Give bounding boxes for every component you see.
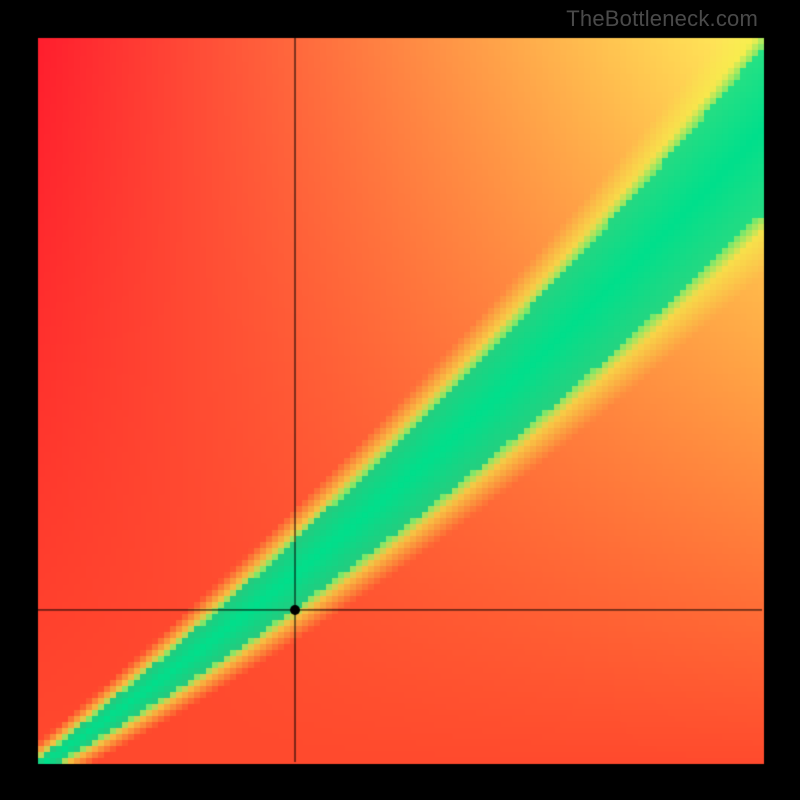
bottleneck-heatmap-canvas	[0, 0, 800, 800]
chart-container: TheBottleneck.com	[0, 0, 800, 800]
watermark-label: TheBottleneck.com	[566, 6, 758, 32]
